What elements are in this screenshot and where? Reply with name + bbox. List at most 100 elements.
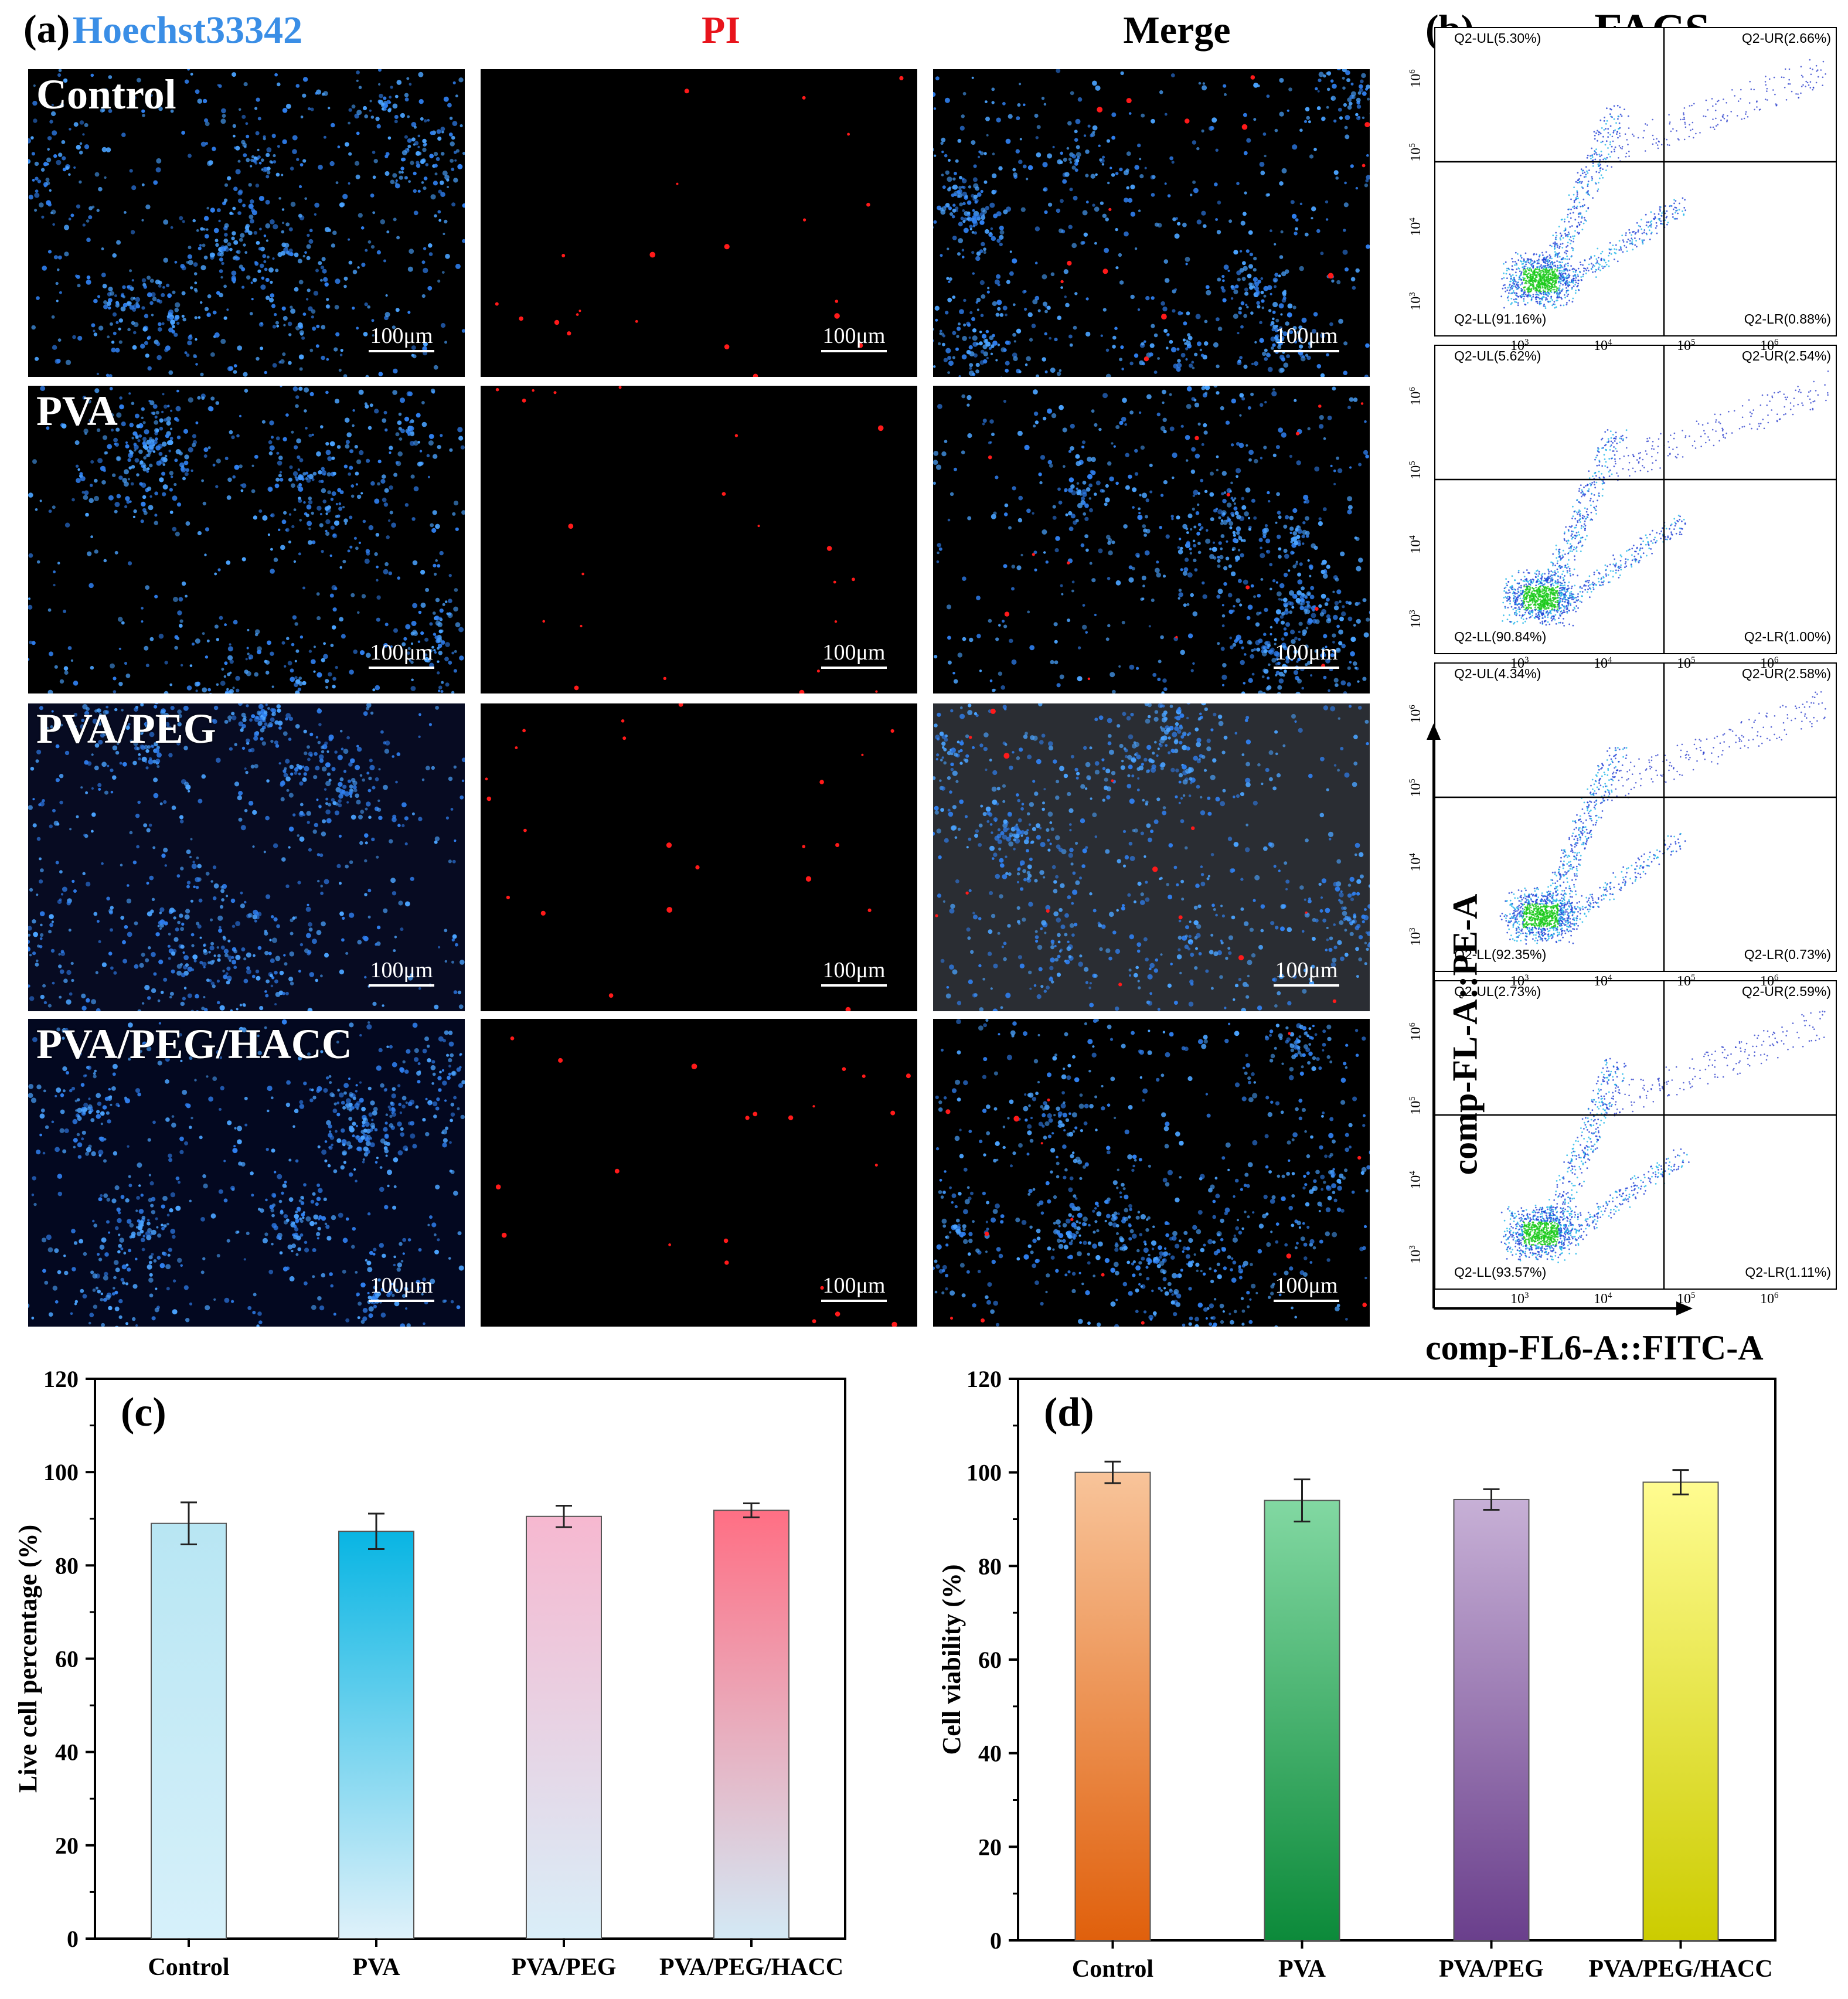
scale-bar: 100μm (369, 1273, 434, 1302)
column-header-hoechst: Hoechst33342 (72, 9, 303, 52)
facs-plot: Q2-UL(5.30%) Q2-UR(2.66%) Q2-LL(91.16%) Q2-… (1434, 27, 1837, 336)
facs-x-tick-exponent: 6 (1774, 1291, 1779, 1300)
facs-plot: Q2-UL(2.73%) Q2-UR(2.59%) Q2-LL(93.57%) Q2-… (1434, 980, 1837, 1290)
quadrant-label-ul: Q2-UL(2.73%) (1454, 984, 1541, 999)
facs-y-tick: 106 (1408, 705, 1424, 723)
facs-x-tick: 105 (1677, 655, 1696, 672)
facs-x-tick-exponent: 4 (1608, 338, 1612, 347)
x-tick-label: PVA/PEG (1439, 1956, 1544, 1983)
facs-x-tick-label: 10 (1510, 338, 1524, 353)
facs-y-tick: 104 (1408, 217, 1424, 236)
micrograph-pva-merge: 100μm (933, 386, 1370, 693)
x-tick-label: PVA (353, 1954, 401, 1981)
micrograph-pva-pi: 100μm (481, 386, 917, 693)
bar-pva (338, 1531, 414, 1939)
facs-x-tick-label: 10 (1594, 338, 1608, 353)
facs-y-tick-exponent: 4 (1407, 1171, 1417, 1175)
cell-dots (933, 386, 1370, 693)
facs-x-tick-label: 10 (1594, 656, 1608, 671)
micrograph-control-merge: 100μm (933, 69, 1370, 377)
facs-y-tick-exponent: 6 (1407, 705, 1417, 709)
facs-y-tick-exponent: 4 (1407, 217, 1417, 222)
quadrant-label-ul: Q2-UL(5.30%) (1454, 30, 1541, 46)
facs-x-tick-label: 10 (1510, 1291, 1524, 1307)
cell-dots (933, 69, 1370, 377)
row-label-pva-peg: PVA/PEG (36, 705, 216, 752)
facs-y-tick-label: 10 (1408, 296, 1424, 311)
x-tick-label: Control (1072, 1956, 1153, 1983)
facs-x-tick-label: 10 (1760, 338, 1774, 353)
facs-y-axis-label: comp-FL-A::PE-A (1445, 893, 1485, 1175)
facs-x-tick: 106 (1760, 655, 1779, 672)
facs-y-tick: 105 (1408, 461, 1424, 480)
bar-pva-peg (1453, 1498, 1530, 1942)
scale-bar-label: 100μm (1275, 640, 1338, 665)
facs-y-tick-exponent: 3 (1407, 1245, 1417, 1250)
facs-scatter (1435, 28, 1836, 335)
panel-a-label: (a) (23, 6, 70, 51)
facs-x-tick: 103 (1510, 1291, 1529, 1307)
scale-bar: 100μm (821, 957, 887, 987)
facs-x-tick-exponent: 6 (1774, 973, 1779, 982)
facs-y-tick-label: 10 (1408, 147, 1424, 162)
micrograph-pvapeghacc-pi: 100μm (481, 1019, 917, 1327)
micrograph-pvapeg-merge: 100μm (933, 703, 1370, 1011)
facs-x-tick-exponent: 5 (1691, 973, 1696, 982)
facs-x-tick-label: 10 (1760, 1291, 1774, 1307)
micrograph-pvapeg-hoechst: PVA/PEG 100μm (28, 703, 465, 1011)
facs-scatter (1435, 981, 1836, 1289)
facs-y-tick: 105 (1408, 778, 1424, 797)
facs-y-tick-label: 10 (1408, 391, 1424, 406)
facs-x-tick-exponent: 4 (1608, 1291, 1612, 1300)
facs-x-tick-exponent: 4 (1608, 655, 1612, 665)
micrograph-pvapeghacc-merge: 100μm (933, 1019, 1370, 1327)
facs-y-tick-exponent: 4 (1407, 535, 1417, 540)
facs-y-tick-exponent: 6 (1407, 387, 1417, 392)
micrograph-control-pi: 100μm (481, 69, 917, 377)
facs-x-tick-label: 10 (1677, 338, 1691, 353)
facs-axes-arrows (1427, 723, 1693, 1315)
scale-bar-label: 100μm (1275, 1273, 1338, 1298)
scale-bar: 100μm (1274, 640, 1339, 669)
y-tick-label: 100 (43, 1459, 79, 1485)
scale-bar: 100μm (369, 323, 434, 352)
y-axis-label: Cell viability (%) (937, 1564, 966, 1755)
scale-bar: 100μm (369, 957, 434, 987)
facs-x-tick-label: 10 (1760, 656, 1774, 671)
y-tick-label: 40 (978, 1740, 1002, 1767)
facs-x-tick-exponent: 5 (1691, 338, 1696, 347)
y-tick-label: 0 (990, 1927, 1002, 1954)
facs-x-tick-label: 10 (1677, 974, 1691, 989)
facs-x-tick-label: 10 (1510, 656, 1524, 671)
scale-bar: 100μm (821, 640, 887, 669)
facs-y-tick-label: 10 (1408, 222, 1424, 236)
facs-x-tick-exponent: 3 (1524, 973, 1529, 982)
chart-live-cell-percentage: 0 20 40 60 80 100 120 Live cell percentage (%) (… (13, 1366, 846, 1981)
scale-bar-label: 100μm (822, 640, 886, 665)
facs-y-tick: 103 (1408, 292, 1424, 311)
scale-bar: 100μm (1274, 1273, 1339, 1302)
facs-y-tick: 106 (1408, 69, 1424, 88)
quadrant-label-ul: Q2-UL(5.62%) (1454, 348, 1541, 363)
facs-y-tick-exponent: 3 (1407, 610, 1417, 614)
facs-y-tick-label: 10 (1408, 539, 1424, 554)
cell-dots (485, 703, 894, 1011)
column-header-merge: Merge (1123, 9, 1231, 52)
quadrant-label-ur: Q2-UR(2.58%) (1741, 666, 1831, 681)
facs-y-tick-label: 10 (1408, 1100, 1424, 1115)
facs-y-tick: 103 (1408, 927, 1424, 946)
facs-y-tick: 104 (1408, 535, 1424, 554)
facs-x-tick: 105 (1677, 1291, 1696, 1307)
y-tick-label: 40 (55, 1739, 79, 1766)
facs-x-tick: 104 (1594, 655, 1612, 672)
facs-y-tick-exponent: 3 (1407, 292, 1417, 297)
facs-y-tick: 106 (1408, 387, 1424, 406)
y-tick-label: 60 (978, 1647, 1002, 1673)
facs-x-tick-exponent: 5 (1691, 655, 1696, 665)
cell-dots (28, 1019, 465, 1327)
facs-y-tick-label: 10 (1408, 465, 1424, 480)
facs-x-tick: 103 (1510, 338, 1529, 354)
scale-bar-label: 100μm (370, 640, 433, 665)
scale-bar: 100μm (1274, 957, 1339, 987)
micrograph-pva-hoechst: PVA 100μm (28, 386, 465, 693)
